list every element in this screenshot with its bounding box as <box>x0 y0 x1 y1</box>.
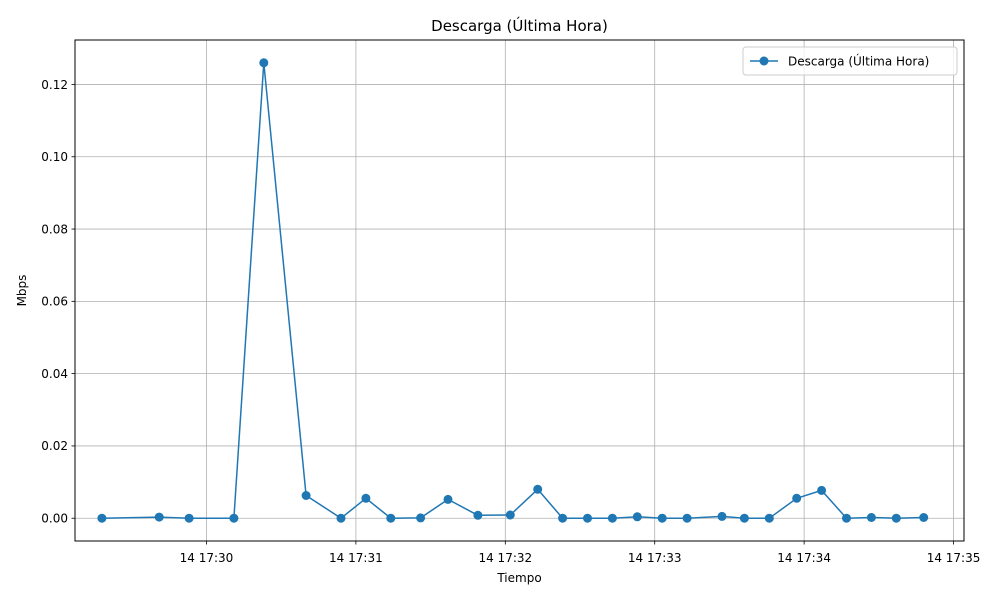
data-point <box>505 510 515 520</box>
data-point <box>443 494 453 504</box>
chart-title: Descarga (Última Hora) <box>431 16 608 35</box>
data-point <box>842 513 851 523</box>
x-tick-label: 14 17:32 <box>478 551 532 565</box>
data-point <box>764 513 774 523</box>
data-point <box>473 510 483 520</box>
y-tick-label: 0.04 <box>41 367 68 381</box>
y-axis-label: Mbps <box>15 275 29 307</box>
data-point <box>866 513 876 522</box>
x-tick-label: 14 17:33 <box>628 551 682 565</box>
y-tick-label: 0.10 <box>41 150 68 164</box>
data-point <box>891 513 901 523</box>
data-point <box>229 513 239 523</box>
data-point <box>301 491 311 500</box>
data-point <box>97 513 107 523</box>
plot-area <box>74 39 965 542</box>
y-tick-label: 0.08 <box>41 222 68 236</box>
data-point <box>717 511 727 521</box>
data-point <box>607 513 617 523</box>
x-axis-ticks: 14 17:30 14 17:31 14 17:32 14 17:33 14 17:34… <box>180 541 981 565</box>
data-point <box>361 493 371 503</box>
grid-lines <box>75 40 964 541</box>
data-point <box>739 513 749 523</box>
legend-box <box>742 46 958 76</box>
data-point <box>336 513 346 523</box>
x-tick-label: 14 17:35 <box>927 551 981 565</box>
data-point <box>632 512 642 522</box>
data-point <box>259 58 269 68</box>
data-point <box>792 493 802 503</box>
y-tick-label: 0.12 <box>41 78 68 92</box>
series-layer <box>97 58 929 523</box>
x-tick-label: 14 17:31 <box>329 551 383 565</box>
x-tick-label: 14 17:34 <box>777 551 831 565</box>
legend-marker <box>759 56 769 66</box>
data-point <box>583 513 592 523</box>
data-point <box>386 513 396 523</box>
data-point <box>558 513 568 523</box>
y-tick-label: 0.06 <box>41 295 68 309</box>
data-point <box>533 484 543 494</box>
data-point <box>154 512 164 522</box>
data-point <box>919 513 929 522</box>
y-tick-label: 0.02 <box>41 439 68 453</box>
x-axis-label: Tiempo <box>496 571 541 585</box>
series-line <box>101 62 924 519</box>
legend: Descarga (Última Hora) <box>742 46 958 76</box>
data-point <box>416 513 426 523</box>
data-point <box>657 513 667 523</box>
data-point <box>817 485 827 495</box>
y-tick-label: 0.00 <box>41 512 68 526</box>
x-tick-label: 14 17:30 <box>180 551 234 565</box>
legend-label: Descarga (Última Hora) <box>788 54 929 69</box>
data-point <box>184 513 194 523</box>
data-point <box>682 513 692 523</box>
y-axis-ticks: 0.00 0.02 0.04 0.06 0.08 0.10 0.12 <box>41 78 75 526</box>
